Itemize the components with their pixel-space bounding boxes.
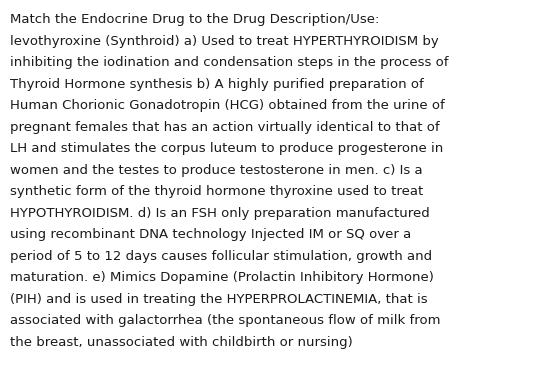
Text: period of 5 to 12 days causes follicular stimulation, growth and: period of 5 to 12 days causes follicular… <box>10 250 432 262</box>
Text: associated with galactorrhea (the spontaneous flow of milk from: associated with galactorrhea (the sponta… <box>10 314 441 327</box>
Text: pregnant females that has an action virtually identical to that of: pregnant females that has an action virt… <box>10 121 440 133</box>
Text: (PIH) and is used in treating the HYPERPROLACTINEMIA, that is: (PIH) and is used in treating the HYPERP… <box>10 293 427 305</box>
Text: synthetic form of the thyroid hormone thyroxine used to treat: synthetic form of the thyroid hormone th… <box>10 185 424 198</box>
Text: Match the Endocrine Drug to the Drug Description/Use:: Match the Endocrine Drug to the Drug Des… <box>10 13 379 26</box>
Text: levothyroxine (Synthroid) a) Used to treat HYPERTHYROIDISM by: levothyroxine (Synthroid) a) Used to tre… <box>10 35 439 48</box>
Text: using recombinant DNA technology Injected IM or SQ over a: using recombinant DNA technology Injecte… <box>10 228 411 241</box>
Text: inhibiting the iodination and condensation steps in the process of: inhibiting the iodination and condensati… <box>10 56 449 69</box>
Text: HYPOTHYROIDISM. d) Is an FSH only preparation manufactured: HYPOTHYROIDISM. d) Is an FSH only prepar… <box>10 207 430 219</box>
Text: Human Chorionic Gonadotropin (HCG) obtained from the urine of: Human Chorionic Gonadotropin (HCG) obtai… <box>10 99 445 112</box>
Text: LH and stimulates the corpus luteum to produce progesterone in: LH and stimulates the corpus luteum to p… <box>10 142 443 155</box>
Text: women and the testes to produce testosterone in men. c) Is a: women and the testes to produce testoste… <box>10 164 422 176</box>
Text: Thyroid Hormone synthesis b) A highly purified preparation of: Thyroid Hormone synthesis b) A highly pu… <box>10 78 424 90</box>
Text: the breast, unassociated with childbirth or nursing): the breast, unassociated with childbirth… <box>10 336 353 348</box>
Text: maturation. e) Mimics Dopamine (Prolactin Inhibitory Hormone): maturation. e) Mimics Dopamine (Prolacti… <box>10 271 434 284</box>
